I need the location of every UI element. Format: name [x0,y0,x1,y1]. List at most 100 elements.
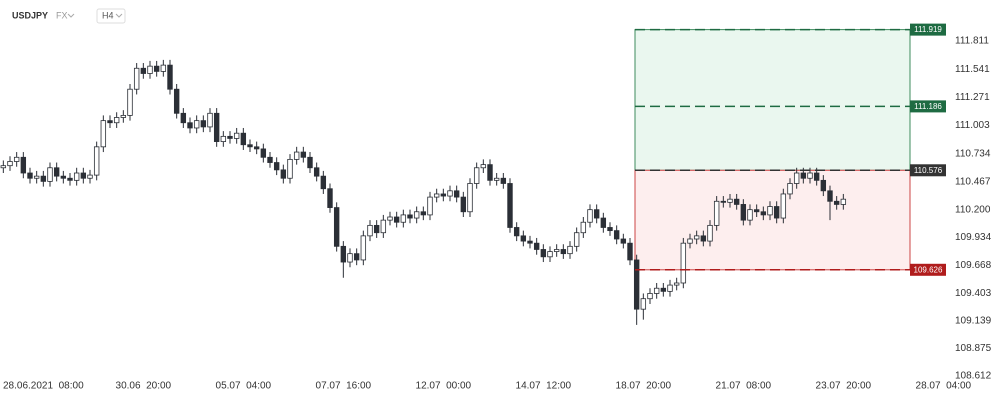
candle-body [500,177,507,184]
loss-zone [634,169,911,271]
candle-body [347,253,353,263]
candle-body [813,172,820,181]
candle-body [540,249,547,258]
candle-body [627,242,633,261]
candle-body [693,235,700,240]
profit-zone [634,29,911,171]
candle-body [613,230,620,240]
candle-body [120,114,127,118]
candle-body [473,167,480,184]
candle-body [727,198,733,203]
candle-body [767,206,773,216]
candle-body [407,214,413,219]
level-label: 110.576 [914,166,943,175]
candle-body [740,204,747,221]
candle-body [593,209,600,219]
candle-body [153,65,160,72]
candle-body [353,253,360,261]
candle-body [107,120,113,124]
x-tick-label: 05.07 04:00 [216,381,272,392]
candle-body [607,227,613,232]
candle-body [733,198,740,205]
candle-body [600,217,607,228]
x-tick-label: 18.07 20:00 [616,381,672,392]
timeframe[interactable]: H4 [102,10,114,20]
candle-body [200,120,207,128]
candle-body [20,156,27,174]
y-tick-label: 111.271 [955,92,990,103]
level-label-box [910,23,946,36]
y-tick-label: 110.734 [955,148,991,159]
candle-body [113,117,120,124]
candle-body [800,172,807,179]
candle-body [827,190,833,202]
candle-body [793,172,800,184]
candle-body [293,151,300,160]
candle-body [333,207,340,247]
candle-body [440,193,447,197]
candle-body [360,235,367,261]
candle-body [420,211,427,216]
y-tick-label: 111.541 [955,64,990,75]
candle-body [647,293,653,300]
candle-body [780,193,787,219]
candle-body [460,196,467,213]
candle-body [760,211,767,216]
y-tick-label: 109.668 [955,260,992,271]
y-tick-label: 108.875 [955,343,992,354]
candle-body [707,224,713,242]
candle-body [513,227,520,237]
candle-body [247,144,253,148]
candle-body [573,232,580,247]
candle-body [73,172,80,181]
caret [115,13,123,18]
level-label: 111.919 [914,25,942,34]
candle-body [127,88,133,116]
candle-body [467,183,473,213]
candle-body [367,224,373,237]
candle-body [267,156,273,163]
y-tick-label: 111.003 [955,120,990,131]
candle-body [140,67,147,74]
candle-body [387,216,393,221]
x-tick-label: 28.06.2021 08:00 [3,381,84,392]
candle-body [327,188,333,208]
candle-body [787,183,793,195]
caret [67,13,75,18]
candle-body [7,161,13,167]
candle-body [413,211,420,219]
level-label-box [910,164,946,177]
candle-body [507,183,513,228]
candle-body [753,209,760,213]
candle-body [433,193,440,198]
candle-body [660,287,667,292]
market[interactable]: FX [56,10,68,20]
candle-body [220,135,227,142]
candle-body [147,65,153,74]
candle-body [807,172,813,179]
candle-body [400,214,407,223]
y-tick-label: 109.403 [955,288,992,299]
candle-body [527,240,533,244]
timeframe-box[interactable] [96,8,126,24]
candle-body [773,206,780,219]
candle-body [673,282,680,286]
candle-body [587,209,593,223]
candle-body [307,156,313,169]
candle-body [520,235,527,242]
candle-body [560,249,567,255]
candle-body [393,216,400,223]
symbol[interactable]: USDJPY [12,10,48,20]
candle-body [567,245,573,255]
candle-body [833,200,840,205]
candle-body [287,158,293,179]
candle-body [300,151,307,158]
level-label: 109.626 [914,265,943,274]
candle-body [213,112,220,142]
candle-body [47,167,53,182]
candle-body [67,177,73,181]
y-tick-label: 110.467 [955,176,991,187]
candle-body [93,146,100,176]
x-tick-label: 07.07 16:00 [316,381,372,392]
